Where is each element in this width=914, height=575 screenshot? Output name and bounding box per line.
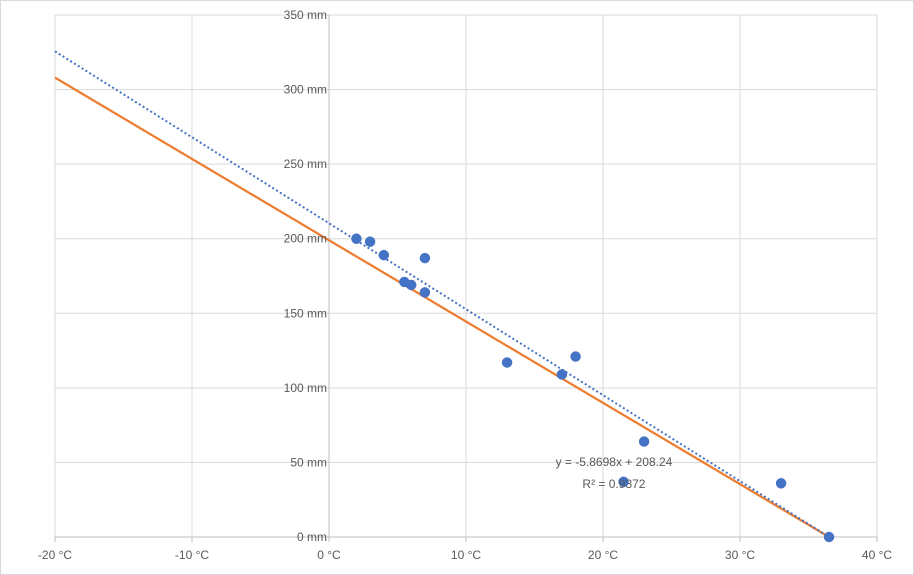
data-point	[501, 357, 513, 368]
y-tick-label: 150 mm	[284, 306, 327, 320]
y-tick-label: 100 mm	[284, 381, 327, 395]
y-tick-label: 350 mm	[284, 8, 327, 22]
reference-line	[54, 76, 830, 538]
y-tick-label: 200 mm	[284, 232, 327, 246]
axes	[54, 15, 878, 542]
y-tick-label: 50 mm	[290, 455, 327, 469]
x-tick-label: 30 °C	[725, 548, 755, 562]
x-tick-label: -20 °C	[38, 548, 72, 562]
data-point	[419, 252, 431, 264]
y-tick-label: 300 mm	[284, 83, 327, 97]
data-points	[351, 233, 835, 543]
x-tick-label: 40 °C	[862, 548, 892, 562]
data-point	[775, 478, 787, 489]
trendline-label: y = -5.8698x + 208.24 R² = 0.9372	[556, 455, 673, 491]
data-point	[556, 369, 568, 380]
data-point	[618, 476, 629, 488]
tick-labels: -20 °C -10 °C 0 °C 10 °C 20 °C 30 °C 40 °C 0 mm…	[38, 8, 892, 562]
y-tick-label: 0 mm	[297, 530, 327, 544]
x-tick-label: 10 °C	[451, 548, 481, 562]
x-tick-label: -10 °C	[175, 548, 209, 562]
data-point	[364, 236, 376, 247]
data-point	[405, 279, 417, 291]
data-point	[823, 531, 835, 543]
data-point	[351, 233, 362, 244]
trendline-r-squared: R² = 0.9372	[582, 477, 645, 491]
x-tick-label: 0 °C	[317, 548, 341, 562]
data-point	[419, 287, 431, 298]
x-tick-label: 20 °C	[588, 548, 618, 562]
trend-lines	[54, 50, 830, 538]
data-point	[378, 249, 390, 261]
linear-trendline	[54, 50, 830, 538]
trendline-equation: y = -5.8698x + 208.24	[556, 455, 673, 469]
data-point	[570, 351, 581, 362]
y-tick-label: 250 mm	[284, 157, 327, 171]
gridlines	[54, 14, 878, 537]
data-point	[638, 436, 650, 447]
